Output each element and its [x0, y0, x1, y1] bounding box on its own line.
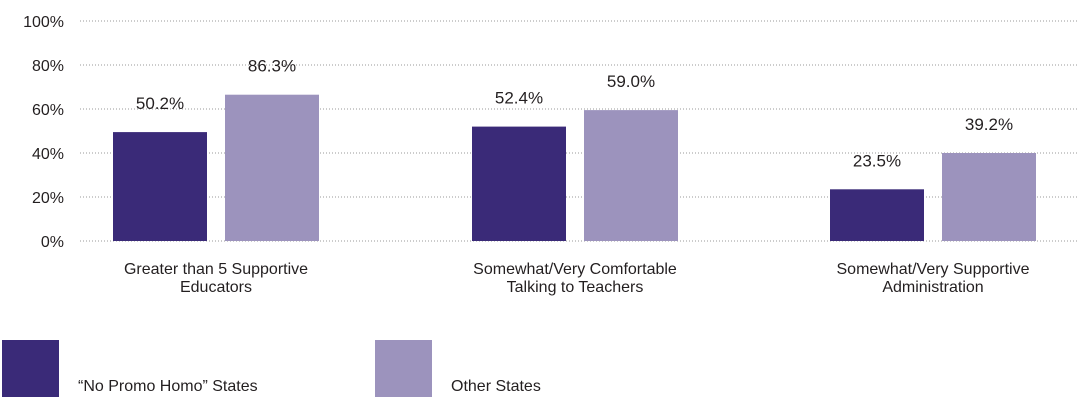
bar: [225, 94, 319, 241]
data-label: 39.2%: [965, 115, 1013, 134]
category-label: Administration: [882, 279, 983, 296]
data-labels: 50.2% 86.3% 52.4% 59.0% 23.5% 39.2%: [136, 57, 1013, 171]
bar: [942, 153, 1036, 241]
category-label: Talking to Teachers: [507, 279, 644, 296]
category-label: Educators: [180, 279, 252, 296]
category-label: Greater than 5 Supportive: [124, 261, 308, 278]
y-axis-tick-labels: 0% 20% 40% 60% 80% 100%: [23, 14, 64, 251]
bar: [472, 126, 566, 241]
legend-swatch-no-promo-homo: [2, 340, 59, 397]
category-label: Somewhat/Very Supportive: [837, 261, 1030, 278]
bar: [830, 189, 924, 241]
legend: “No Promo Homo” States Other States: [0, 340, 1078, 398]
y-tick-label: 40%: [32, 146, 64, 163]
y-tick-label: 0%: [41, 234, 64, 251]
y-tick-label: 80%: [32, 58, 64, 75]
legend-label-other-states: Other States: [451, 378, 541, 395]
y-tick-label: 60%: [32, 102, 64, 119]
bar: [113, 132, 207, 241]
y-tick-label: 20%: [32, 190, 64, 207]
y-tick-label: 100%: [23, 14, 64, 31]
bar: [584, 110, 678, 241]
bars: [113, 94, 1036, 241]
category-label: Somewhat/Very Comfortable: [473, 261, 677, 278]
bar-chart: 0% 20% 40% 60% 80% 100% 50.2% 86.3% 52.4% 59.0% 2…: [23, 14, 1078, 296]
legend-swatch-other-states: [375, 340, 432, 397]
data-label: 50.2%: [136, 94, 184, 113]
data-label: 52.4%: [495, 89, 543, 108]
data-label: 23.5%: [853, 151, 901, 170]
data-label: 86.3%: [248, 57, 296, 76]
legend-label-no-promo-homo: “No Promo Homo” States: [78, 378, 258, 395]
data-label: 59.0%: [607, 72, 655, 91]
